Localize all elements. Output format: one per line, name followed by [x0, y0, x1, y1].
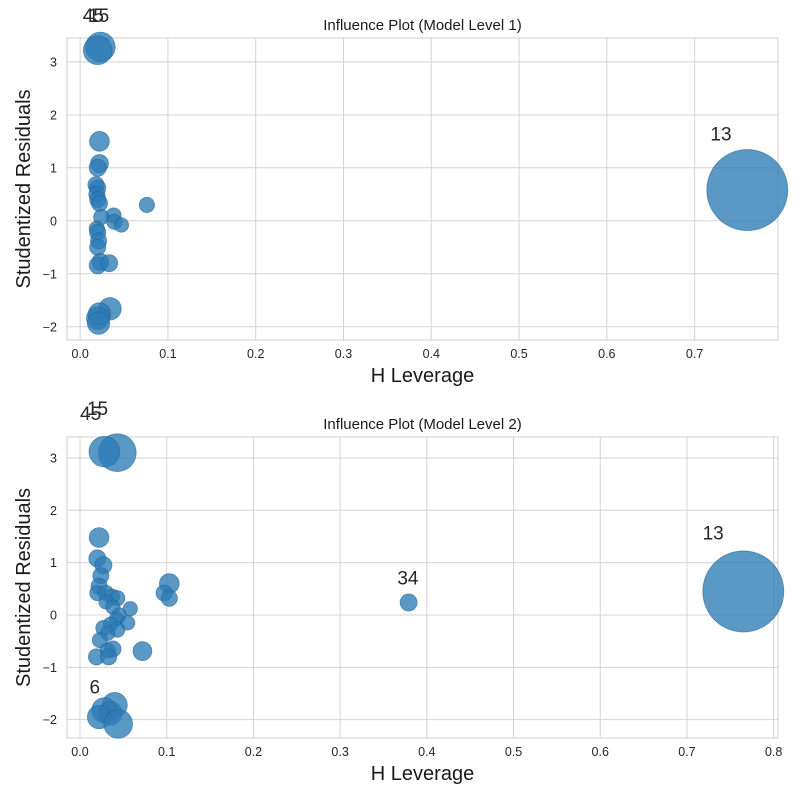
y-tick-label: 3	[50, 55, 57, 69]
y-tick-label: 0	[50, 608, 57, 622]
chart-title: Influence Plot (Model Level 1)	[323, 17, 521, 34]
data-point	[103, 709, 133, 739]
y-tick-label: 1	[50, 556, 57, 570]
chart-title: Influence Plot (Model Level 2)	[323, 416, 521, 433]
x-tick-label: 0.3	[335, 347, 352, 361]
x-tick-label: 0.7	[678, 745, 695, 759]
y-axis-label: Studentized Residuals	[13, 488, 35, 687]
data-point	[100, 254, 119, 273]
data-point	[132, 641, 153, 661]
y-tick-label: 2	[50, 108, 57, 122]
y-tick-label: −1	[43, 267, 57, 281]
plot-frame	[66, 37, 779, 341]
x-tick-label: 0.3	[331, 745, 348, 759]
x-tick-label: 0.1	[159, 347, 176, 361]
x-tick-label: 0.7	[686, 347, 703, 361]
point-annotation: 6	[90, 678, 101, 699]
y-tick-label: 2	[50, 504, 57, 518]
point-annotation: 15	[88, 6, 109, 27]
y-tick-label: −2	[43, 713, 57, 727]
data-point	[88, 158, 107, 177]
point-annotation: 45	[83, 6, 104, 27]
y-axis-label: Studentized Residuals	[13, 89, 35, 288]
data-point	[100, 648, 118, 666]
point-annotation: 34	[397, 569, 419, 590]
data-point	[90, 194, 108, 212]
x-tick-label: 0.2	[247, 347, 264, 361]
x-tick-label: 0.6	[598, 347, 615, 361]
data-point	[399, 593, 418, 612]
data-point	[160, 589, 178, 607]
x-tick-label: 0.1	[158, 745, 175, 759]
x-tick-label: 0.5	[505, 745, 522, 759]
point-annotation: 13	[703, 524, 724, 545]
influence-plot-model-level-2: 0.0 0.1 0.2 0.3 0.4 0.5 0.6 0.7 0.8 −2 −1 0 1 2 3 13 34 4…	[13, 399, 785, 785]
y-tick-label: 1	[50, 161, 57, 175]
data-point	[88, 527, 110, 548]
point-annotation: 13	[710, 124, 731, 145]
data-point	[113, 217, 130, 233]
data-point	[706, 149, 789, 231]
data-point	[138, 196, 155, 213]
x-tick-label: 0.0	[71, 745, 88, 759]
point-annotation: 45	[80, 404, 101, 425]
data-point	[89, 131, 110, 152]
data-point	[82, 35, 113, 65]
x-tick-label: 0.2	[245, 745, 262, 759]
data-point	[88, 435, 120, 468]
data-point	[86, 311, 111, 335]
x-tick-label: 0.4	[423, 347, 440, 361]
y-tick-label: 0	[50, 214, 57, 228]
point-annotation: 15	[87, 399, 108, 420]
x-tick-label: 0.8	[765, 745, 782, 759]
x-tick-label: 0.4	[418, 745, 435, 759]
y-tick-label: −1	[43, 661, 57, 675]
y-tick-label: −2	[43, 320, 57, 334]
data-point	[702, 550, 785, 633]
x-tick-label: 0.6	[592, 745, 609, 759]
x-axis-label: H Leverage	[371, 365, 474, 387]
data-point	[89, 238, 107, 256]
x-tick-label: 0.5	[510, 347, 527, 361]
x-tick-label: 0.0	[71, 347, 88, 361]
x-axis-label: H Leverage	[371, 763, 474, 785]
y-tick-label: 3	[50, 451, 57, 465]
